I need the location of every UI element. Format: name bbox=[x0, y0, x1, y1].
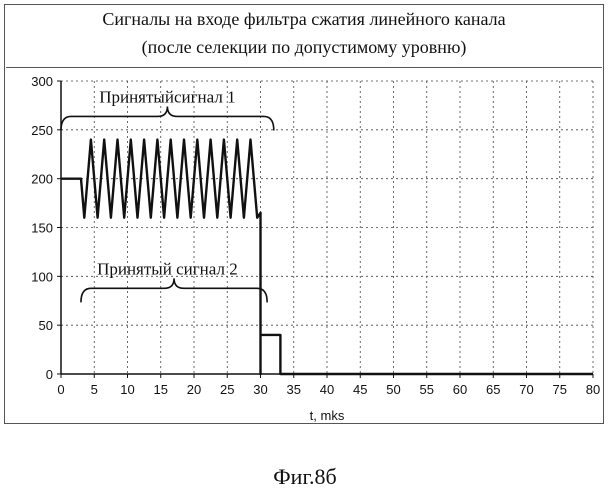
x-tick-label: 25 bbox=[220, 382, 234, 397]
y-tick-label: 150 bbox=[31, 221, 53, 236]
annotation-label: Принятыйсигнал 1 bbox=[99, 87, 235, 106]
annotation-label: Принятый сигнал 2 bbox=[97, 259, 238, 278]
x-tick-label: 70 bbox=[519, 382, 533, 397]
y-tick-label: 0 bbox=[46, 367, 53, 382]
x-tick-label: 40 bbox=[320, 382, 334, 397]
x-tick-label: 55 bbox=[420, 382, 434, 397]
line-chart: 0 5 10 15 20 25 30 35 40 45 50 55 60 65 70 75 80 0 50 100 15… bbox=[0, 0, 610, 430]
y-tick-label: 250 bbox=[31, 123, 53, 138]
x-tick-label: 10 bbox=[120, 382, 134, 397]
figure-caption: Фиг.8б bbox=[0, 464, 610, 490]
x-axis-label: t, mks bbox=[310, 408, 345, 423]
x-tick-label: 60 bbox=[453, 382, 467, 397]
x-tick-label: 0 bbox=[57, 382, 64, 397]
x-tick-label: 50 bbox=[386, 382, 400, 397]
y-tick-label: 50 bbox=[39, 318, 53, 333]
x-tick-label: 15 bbox=[154, 382, 168, 397]
x-tick-label: 35 bbox=[287, 382, 301, 397]
x-tick-label: 65 bbox=[486, 382, 500, 397]
y-tick-label: 100 bbox=[31, 269, 53, 284]
y-tick-label: 300 bbox=[31, 74, 53, 89]
x-tick-label: 45 bbox=[353, 382, 367, 397]
x-tick-label: 80 bbox=[586, 382, 600, 397]
x-tick-label: 5 bbox=[91, 382, 98, 397]
y-tick-label: 200 bbox=[31, 172, 53, 187]
x-tick-label: 75 bbox=[553, 382, 567, 397]
x-tick-label: 20 bbox=[187, 382, 201, 397]
x-tick-label: 30 bbox=[253, 382, 267, 397]
